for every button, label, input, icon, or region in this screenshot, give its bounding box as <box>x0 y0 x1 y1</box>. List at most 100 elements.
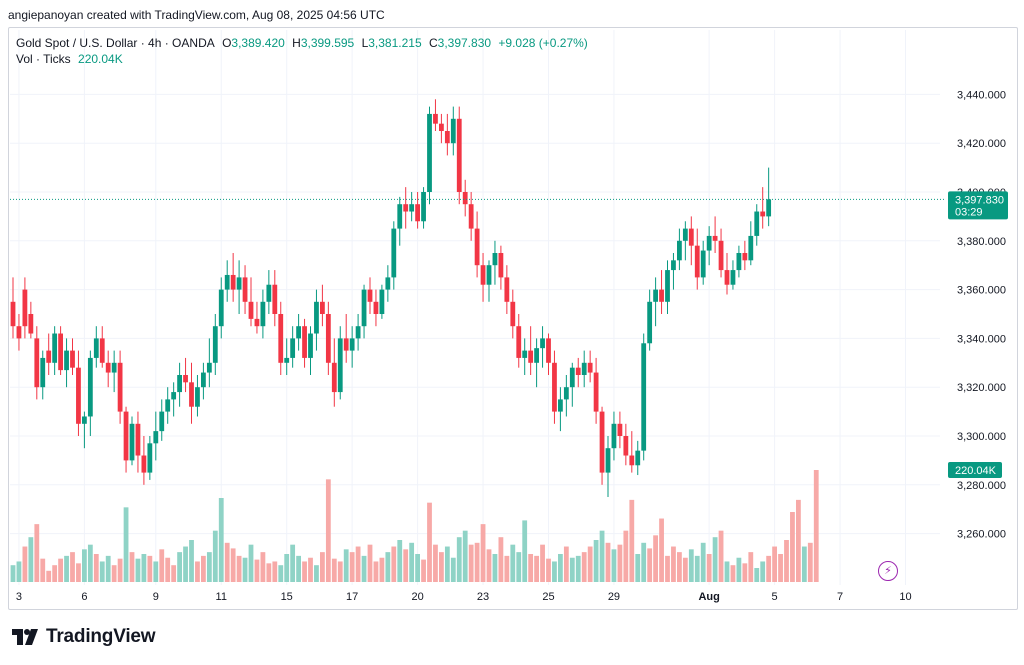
volume-bar <box>374 561 379 582</box>
candle-body <box>136 424 141 456</box>
volume-bar <box>612 549 617 582</box>
candle-body <box>207 363 212 373</box>
volume-bar <box>314 565 319 582</box>
candle-body <box>391 229 396 278</box>
volume-bar <box>635 554 640 582</box>
candle-body <box>618 424 623 436</box>
candle-body <box>290 338 295 358</box>
volume-bar <box>677 552 682 582</box>
volume-bar <box>17 561 22 582</box>
volume-bar <box>457 537 462 582</box>
candle-body <box>683 229 688 241</box>
volume-bar <box>112 565 117 582</box>
volume-bar <box>629 500 634 582</box>
volume-bar <box>463 531 468 582</box>
volume-bar <box>380 558 385 582</box>
candle-body <box>296 326 301 338</box>
volume-bar <box>570 558 575 582</box>
candle-body <box>510 302 515 326</box>
volume-bar <box>725 561 730 582</box>
volume-bar <box>34 524 39 582</box>
candle-body <box>225 275 230 290</box>
candle-body <box>314 302 319 334</box>
volume-bar <box>219 498 224 582</box>
time-axis-label: 10 <box>899 591 911 603</box>
volume-bar <box>177 552 182 582</box>
candle-body <box>475 229 480 266</box>
volume-bar <box>255 560 260 582</box>
price-axis-label: 3,440.000 <box>957 89 1006 101</box>
volume-bar <box>469 545 474 582</box>
time-axis-label: 6 <box>81 591 87 603</box>
candle-body <box>493 253 498 265</box>
candle-body <box>653 290 658 302</box>
candle-body <box>606 448 611 472</box>
candle-body <box>302 326 307 358</box>
volume-bar <box>439 552 444 582</box>
high-key: H <box>292 36 301 50</box>
volume-bar <box>189 540 194 582</box>
volume-label: Vol · Ticks <box>16 52 71 66</box>
candle-body <box>481 265 486 285</box>
candle-body <box>350 338 355 350</box>
volume-bar <box>647 548 652 582</box>
volume-bar <box>225 543 230 582</box>
tradingview-logo[interactable]: TradingView <box>12 626 155 648</box>
candle-body <box>255 319 260 326</box>
candle-body <box>385 277 390 289</box>
volume-bar <box>385 552 390 582</box>
volume-bar <box>683 558 688 582</box>
lightning-icon[interactable]: ⚡ <box>878 561 898 581</box>
volume-bar <box>790 512 795 582</box>
volume-bar <box>713 537 718 582</box>
candle-body <box>153 431 158 443</box>
price-axis-label: 3,420.000 <box>957 138 1006 150</box>
volume-bar <box>11 565 16 582</box>
volume-bar <box>475 543 480 582</box>
legend: Gold Spot / U.S. Dollar · 4h · OANDA O3,… <box>16 35 592 67</box>
tradingview-mark-icon <box>12 629 40 645</box>
volume-bar <box>249 545 254 582</box>
candle-body <box>582 363 587 375</box>
volume-bar <box>88 545 93 582</box>
candle-body <box>100 338 105 362</box>
volume-bar <box>332 559 337 582</box>
volume-bar <box>558 554 563 582</box>
volume-bar <box>243 558 248 582</box>
candle-body <box>397 204 402 228</box>
price-axis-label: 3,360.000 <box>957 285 1006 297</box>
candle-body <box>570 368 575 388</box>
volume-bar <box>409 543 414 582</box>
volume-bar <box>516 552 521 582</box>
volume-bar <box>606 543 611 582</box>
price-axis-label: 3,300.000 <box>957 431 1006 443</box>
candle-body <box>528 351 533 363</box>
candle-body <box>374 302 379 314</box>
candle-body <box>284 358 289 363</box>
candle-body <box>189 382 194 406</box>
volume-bar <box>350 552 355 582</box>
volume-bar <box>338 561 343 582</box>
candle-body <box>499 253 504 277</box>
candle-body <box>344 338 349 350</box>
high-value: 3,399.595 <box>301 36 354 50</box>
time-axis-label: 5 <box>772 591 778 603</box>
volume-bar <box>40 559 45 582</box>
volume-bar <box>142 554 147 582</box>
candle-body <box>213 326 218 363</box>
low-value: 3,381.215 <box>368 36 421 50</box>
candle-body <box>403 204 408 211</box>
candle-body <box>171 392 176 399</box>
volume-bar <box>737 558 742 582</box>
candle-body <box>427 114 432 192</box>
volume-bar <box>778 554 783 582</box>
volume-bar <box>623 531 628 582</box>
volume-bar <box>493 554 498 582</box>
volume-bar <box>403 549 408 582</box>
candle-body <box>159 412 164 432</box>
volume-bar <box>546 559 551 582</box>
volume-bar <box>153 561 158 582</box>
volume-bar <box>159 549 164 582</box>
candle-body <box>261 302 266 326</box>
